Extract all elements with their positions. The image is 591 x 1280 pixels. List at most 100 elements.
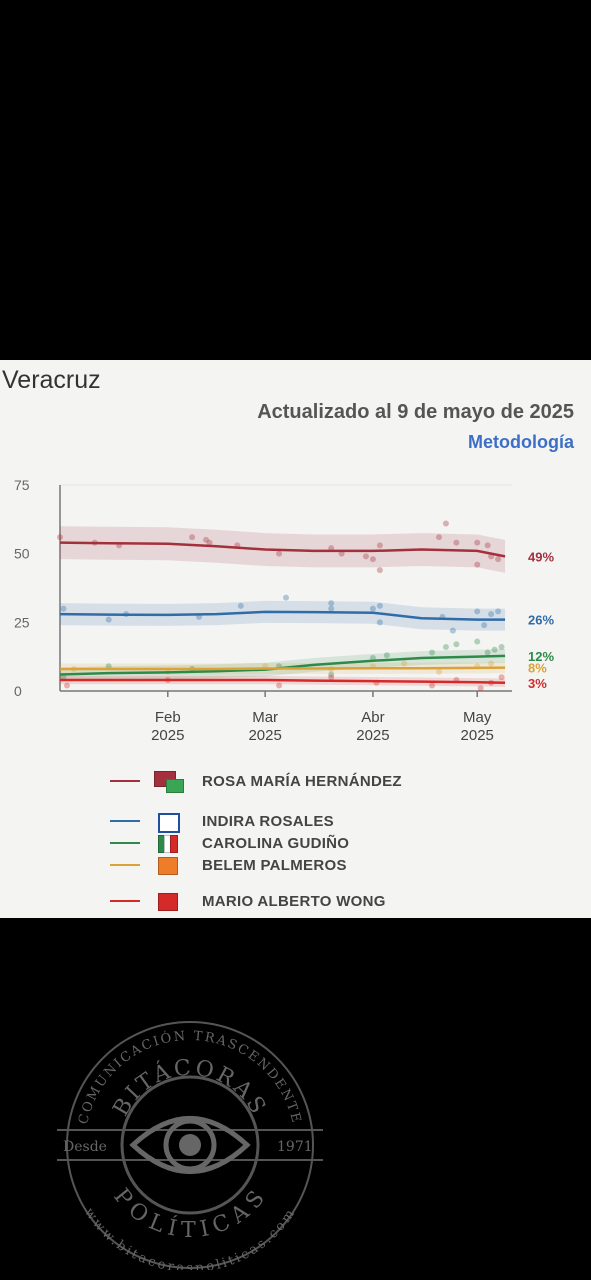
poll-point-rosa — [369, 556, 376, 563]
poll-point-rosa — [376, 542, 383, 549]
updated-date: Actualizado al 9 de mayo de 2025 — [257, 401, 574, 423]
y-tick-label: 50 — [14, 546, 30, 562]
y-tick-label: 0 — [14, 683, 22, 699]
legend-label: BELEM PALMEROS — [202, 856, 347, 874]
x-tick-year: 2025 — [461, 727, 494, 744]
poll-point-belem — [435, 668, 442, 675]
poll-point-indira — [328, 600, 335, 607]
poll-point-rosa — [376, 567, 383, 574]
y-tick-label: 75 — [14, 477, 30, 493]
poll-point-carolina — [474, 638, 481, 645]
eye-icon — [129, 1116, 251, 1174]
poll-point-rosa — [474, 539, 481, 546]
seal-inner-ring — [120, 1075, 260, 1215]
poll-point-mario — [477, 685, 484, 692]
poll-point-indira — [488, 611, 495, 618]
poll-point-indira — [60, 605, 67, 612]
seal-outer-ring — [66, 1021, 314, 1269]
end-label-mario: 3% — [528, 676, 547, 691]
poll-point-indira — [474, 608, 481, 615]
poll-point-rosa — [435, 534, 442, 541]
poll-point-carolina — [328, 671, 335, 678]
legend-item-rosa: ROSA MARÍA HERNÁNDEZ — [110, 770, 402, 793]
poll-point-rosa — [206, 539, 213, 546]
poll-point-indira — [481, 622, 488, 629]
poll-point-rosa — [474, 561, 481, 568]
legend-item-mario: MARIO ALBERTO WONG — [110, 890, 386, 912]
poll-point-mario — [498, 674, 505, 681]
poll-point-belem — [401, 660, 408, 667]
page-title: Veracruz — [2, 366, 101, 394]
end-label-carolina: 12% — [528, 649, 554, 664]
x-tick-year: 2025 — [151, 727, 184, 744]
legend-line — [110, 842, 140, 844]
x-tick-year: 2025 — [356, 727, 389, 744]
poll-point-indira — [376, 602, 383, 609]
pan-logo — [154, 811, 184, 833]
poll-point-mario — [276, 682, 283, 689]
poll-point-carolina — [453, 641, 460, 648]
poll-tracker-chart: 0255075Feb2025Mar2025Abr2025May202549%26… — [14, 477, 554, 744]
legend-line — [110, 864, 140, 866]
seal-year: 1971 — [277, 1139, 313, 1155]
legend-label: INDIRA ROSALES — [202, 812, 334, 830]
mc-logo — [154, 855, 184, 875]
poll-point-belem — [488, 660, 495, 667]
legend-label: ROSA MARÍA HERNÁNDEZ — [202, 772, 402, 790]
poll-point-indira — [237, 602, 244, 609]
legend-label: CAROLINA GUDIÑO — [202, 834, 350, 852]
poll-point-mario — [63, 682, 70, 689]
poll-point-indira — [376, 619, 383, 626]
poll-point-rosa — [189, 534, 196, 541]
trend-line-indira — [59, 610, 506, 621]
legend-item-carolina: CAROLINA GUDIÑO — [110, 832, 349, 854]
legend: ROSA MARÍA HERNÁNDEZ INDIRA ROSALES CARO… — [110, 770, 580, 918]
poll-point-rosa — [362, 553, 369, 560]
poll-point-carolina — [498, 644, 505, 651]
end-label-indira: 26% — [528, 613, 554, 628]
confidence-band-indira — [60, 600, 506, 631]
poll-point-rosa — [57, 534, 63, 541]
poll-point-mario — [328, 674, 335, 681]
poll-point-carolina — [429, 649, 436, 656]
legend-line — [110, 900, 140, 902]
end-label-rosa: 49% — [528, 549, 554, 564]
bitacoras-politicas-watermark: COMUNICACIÓN TRASCENDENTE BITÁCORAS POLÍ… — [57, 1021, 323, 1270]
legend-label: MARIO ALBERTO WONG — [202, 892, 386, 910]
poll-point-mario — [429, 682, 436, 689]
morena-pvem-logo — [154, 771, 184, 793]
methodology-link[interactable]: Metodología — [468, 432, 574, 452]
seal-brand-top: BITÁCORAS — [109, 1055, 272, 1120]
x-tick-month: May — [463, 709, 492, 726]
poll-point-carolina — [383, 652, 390, 659]
poll-panel: 0 25 50 75 Feb 2025 Mar 2025 Abr 2025 May 2025 49% 26… — [0, 360, 591, 918]
poll-point-carolina — [491, 646, 498, 653]
poll-point-carolina — [484, 649, 491, 656]
trend-line-rosa — [59, 541, 506, 558]
poll-point-carolina — [442, 644, 449, 651]
poll-point-indira — [328, 605, 335, 612]
pri-logo — [154, 833, 184, 853]
poll-point-rosa — [495, 556, 502, 563]
x-tick-month: Feb — [155, 709, 181, 726]
x-tick-month: Mar — [252, 709, 278, 726]
legend-line — [110, 820, 140, 822]
x-tick-year: 2025 — [248, 727, 281, 744]
poll-point-rosa — [276, 550, 283, 557]
poll-point-indira — [105, 616, 112, 623]
pt-logo — [154, 891, 184, 911]
trend-line-belem — [60, 666, 506, 671]
trend-line-mario — [60, 678, 506, 685]
end-label-belem: 8% — [528, 661, 547, 676]
poll-point-indira — [283, 594, 289, 601]
y-tick-label: 25 — [14, 614, 30, 630]
legend-item-indira: INDIRA ROSALES — [110, 810, 334, 833]
x-tick-month: Abr — [361, 709, 384, 726]
legend-line — [110, 780, 140, 782]
poll-point-rosa — [484, 542, 491, 549]
poll-point-rosa — [203, 536, 210, 543]
legend-item-belem: BELEM PALMEROS — [110, 854, 347, 876]
poll-point-indira — [495, 608, 502, 615]
poll-point-indira — [449, 627, 456, 634]
poll-point-indira — [369, 605, 376, 612]
